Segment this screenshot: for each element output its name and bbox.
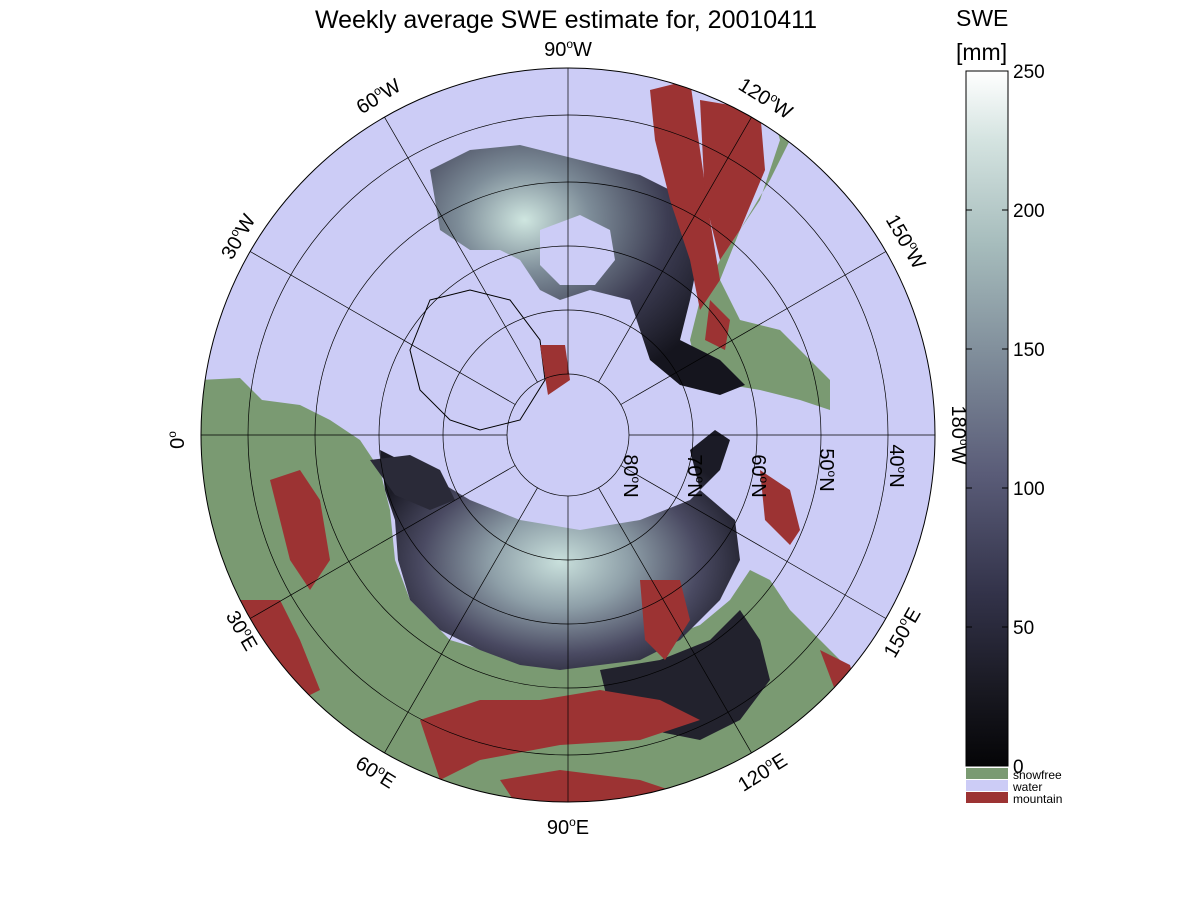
map-border (200, 67, 936, 803)
greenland-outline (409, 289, 546, 431)
meridian-line (384, 116, 538, 383)
meridian-line (249, 251, 516, 405)
hudson-bay (540, 215, 615, 285)
lat-label-70n: 70oN (683, 454, 707, 497)
colorbar-tick-label: 0 (1013, 757, 1024, 778)
meridian-line (598, 116, 752, 383)
colorbar-tick-label: 50 (1013, 618, 1034, 639)
meridian-line (249, 465, 516, 619)
meridian-line (620, 465, 887, 619)
lon-label-90w: 90oW (544, 37, 592, 61)
eurasia-snowfree (201, 378, 880, 802)
lon-label-0: 0o (165, 431, 189, 449)
northamerica-snowfree (470, 68, 830, 410)
colorbar-water-label: water (1012, 780, 1042, 794)
colorbar-tick-label: 150 (1013, 340, 1045, 361)
colorbar-water-swatch (966, 780, 1008, 791)
lat-label-60n: 60oN (747, 454, 771, 497)
colorbar-tick-label: 250 (1013, 62, 1045, 83)
polar-map (201, 68, 935, 802)
map-title: Weekly average SWE estimate for, 2001041… (315, 6, 817, 34)
latitude-labels: 80oN 70oN 60oN 50oN 40oN (619, 444, 909, 497)
colorbar-snowfree-label: snowfree (1013, 768, 1062, 782)
colorbar-ticks: 250 200 150 100 50 0 (966, 62, 1045, 778)
lon-label-90e: 90oE (547, 815, 589, 839)
colorbar-tick-label: 200 (1013, 201, 1045, 222)
lat-label-80n: 80oN (619, 454, 643, 497)
meridian-line (620, 251, 887, 405)
meridian-lines (201, 68, 935, 802)
colorbar-tick-label: 100 (1013, 479, 1045, 500)
mountain-regions (240, 80, 860, 802)
lon-label-180w: 180oW (947, 406, 971, 465)
meridian-line (384, 487, 538, 754)
lat-label-40n: 40oN (885, 444, 909, 487)
colorbar-title-line1: SWE (956, 5, 1008, 31)
colorbar-mountain-swatch (966, 792, 1008, 803)
colorbar-mountain-label: mountain (1013, 792, 1062, 806)
scandinavia-snowcover (370, 455, 455, 510)
colorbar-title-line2: [mm] (956, 39, 1007, 65)
lat-label-50n: 50oN (815, 448, 839, 491)
colorbar-gradient (965, 70, 1009, 767)
meridian-line (598, 487, 752, 754)
colorbar-snowfree-swatch (966, 768, 1008, 779)
